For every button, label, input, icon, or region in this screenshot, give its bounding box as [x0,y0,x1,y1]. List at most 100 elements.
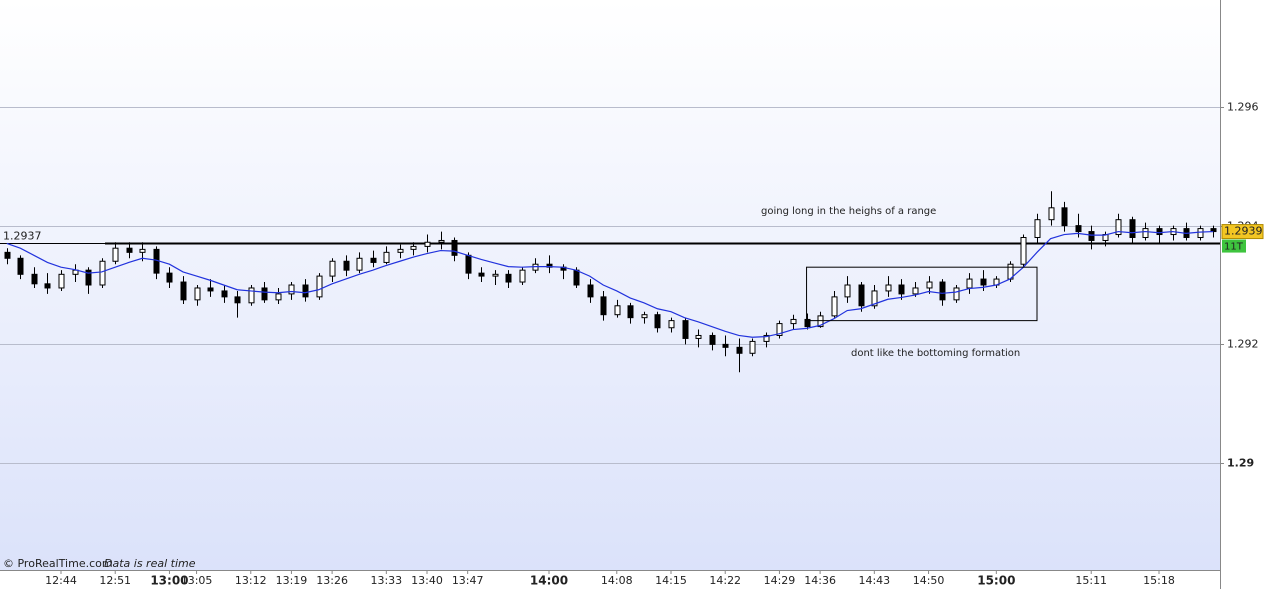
candle-body [505,273,512,283]
last-price-box [1221,224,1264,240]
candle-body [614,305,621,316]
x-tick-label: 14:43 [858,574,890,587]
plot-background [0,0,1220,570]
candle-body [302,284,309,298]
x-tick-label: 13:00 [150,574,188,588]
x-tick-label: 14:36 [804,574,836,587]
candle-body [695,334,702,339]
candle-body [912,287,919,295]
marks [0,191,1220,373]
candle-body [1048,207,1055,221]
candle-body [329,260,336,277]
x-tick-label: 14:22 [709,574,741,587]
candle-body [1034,219,1041,238]
candle-body [221,290,228,298]
grid [0,107,1220,464]
candle-body [858,284,865,307]
footer-source: © ProRealTime.com [3,557,113,570]
x-tick-label: 13:33 [370,574,402,587]
candle-body [288,284,295,295]
candle-body [885,284,892,292]
candle-body [31,273,38,285]
x-tick-label: 14:50 [913,574,945,587]
level-label: 1.2937 [3,230,42,243]
candle-body [44,283,51,289]
candle-body [980,278,987,286]
candle-body [641,314,648,319]
candle-body [709,334,716,345]
tick-count-box [1222,239,1246,253]
candle-body [926,281,933,289]
candle-body [939,281,946,301]
candle-body [654,314,661,329]
candle-body [831,296,838,317]
candle-body [953,287,960,301]
candle-body [1061,207,1068,227]
candle-body [139,248,146,253]
annotation: going long in the heighs of a range [761,206,936,217]
moving-average [6,230,1214,338]
candle-body [58,273,65,289]
candle-body [234,296,241,304]
candle-body [627,305,634,319]
range-box [806,266,1038,322]
last-price-label: 1.2939 [1224,225,1263,238]
candle-body [817,315,824,328]
candle-body [1142,228,1149,238]
x-tick-label: 12:51 [99,574,131,587]
candle-body [99,260,106,286]
x-tick-label: 12:44 [45,574,77,587]
candle-body [465,254,472,274]
candle-body [668,320,675,329]
candle-body [383,251,390,263]
tick-count-label: 11T [1224,242,1244,253]
candle-body [966,278,973,289]
candle-body [844,284,851,298]
candle-body [370,257,377,263]
candle-body [600,296,607,316]
x-tick-label: 13:47 [452,574,484,587]
candle-body [1197,228,1204,238]
candle-body [1020,237,1027,265]
candle-body [410,245,417,250]
candle-body [451,239,458,256]
candle-body [397,248,404,253]
candle-body [343,260,350,271]
candle-body [519,269,526,283]
candle-body [1088,231,1095,241]
candle-body [112,247,119,262]
x-tick-label: 13:05 [181,574,213,587]
x-tick-label: 13:19 [276,574,308,587]
x-tick-label: 15:11 [1075,574,1107,587]
candle-body [682,320,689,339]
candle-body [316,275,323,298]
candle-body [1210,228,1217,233]
candle-body [763,334,770,342]
candle-body [1129,219,1136,238]
y-tick-label: 1.292 [1227,338,1259,351]
x-tick-label: 13:40 [411,574,443,587]
candle-body [180,281,187,301]
x-tick-label: 14:15 [655,574,687,587]
candle-body [356,257,363,271]
candle-body [1156,228,1163,236]
x-tick-label: 13:12 [235,574,267,587]
candle-body [85,269,92,286]
x-tick-label: 14:00 [530,574,568,588]
candle-body [749,340,756,354]
candle-body [722,343,729,348]
y-tick-label: 1.296 [1227,101,1259,114]
candle-body [871,290,878,307]
candle-body [438,239,445,243]
candle-body [573,269,580,286]
footer-note: Data is real time [104,557,196,570]
candle-body [478,272,485,277]
candle-body [1115,219,1122,236]
candle-body [166,272,173,283]
candle-body [804,318,811,328]
candle-body [898,284,905,295]
overlay: going long in the heighs of a range dont… [3,206,1020,570]
x-tick-label: 14:08 [601,574,633,587]
